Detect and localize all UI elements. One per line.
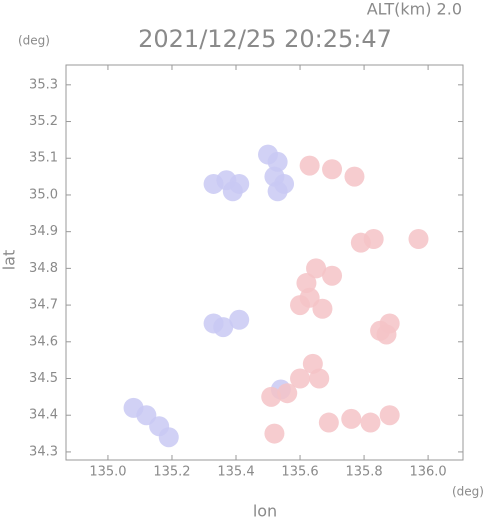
chart-title: 2021/12/25 20:25:47 xyxy=(138,25,392,53)
alt-label: ALT(km) 2.0 xyxy=(367,0,462,19)
x-tick-label: 135.8 xyxy=(345,465,382,480)
echo-point xyxy=(299,155,320,176)
echo-point xyxy=(408,229,429,250)
y-tick-label: 34.7 xyxy=(29,298,58,313)
echo-point xyxy=(261,386,282,407)
echo-point xyxy=(318,412,339,433)
echo-point xyxy=(309,368,330,389)
x-tick-label: 135.6 xyxy=(281,465,318,480)
echo-point xyxy=(306,258,327,279)
y-tick-label: 34.5 xyxy=(29,371,58,386)
x-tick-label: 135.2 xyxy=(153,465,190,480)
echo-point xyxy=(312,298,333,319)
y-axis-label: lat xyxy=(0,250,19,271)
x-tick-label: 135.0 xyxy=(89,465,126,480)
y-tick-label: 35.1 xyxy=(29,151,58,166)
y-tick-label: 35.0 xyxy=(29,187,58,202)
echo-point xyxy=(264,423,285,444)
echo-point xyxy=(158,427,179,448)
y-tick-label: 35.2 xyxy=(29,114,58,129)
y-tick-label: 34.6 xyxy=(29,334,58,349)
y-tick-label: 34.3 xyxy=(29,444,58,459)
echo-point xyxy=(213,317,234,338)
echo-point xyxy=(322,265,343,286)
echo-point xyxy=(267,181,288,202)
x-unit: (deg) xyxy=(452,485,484,499)
y-tick-label: 34.8 xyxy=(29,261,58,276)
y-tick-label: 34.4 xyxy=(29,408,58,423)
echo-point xyxy=(360,412,381,433)
echo-point xyxy=(370,320,391,341)
echo-point xyxy=(290,368,311,389)
echo-point xyxy=(290,295,311,316)
echo-point xyxy=(341,408,362,429)
echo-point xyxy=(322,159,343,180)
echo-point xyxy=(277,383,298,404)
echo-point xyxy=(344,166,365,187)
plot-frame xyxy=(65,64,464,461)
x-tick-label: 135.4 xyxy=(217,465,254,480)
y-tick-label: 35.3 xyxy=(29,77,58,92)
echo-point xyxy=(363,229,384,250)
x-tick-label: 136.0 xyxy=(409,465,446,480)
echo-point xyxy=(229,309,250,330)
y-tick-label: 34.9 xyxy=(29,224,58,239)
echo-point xyxy=(379,405,400,426)
y-unit: (deg) xyxy=(18,34,50,48)
echo-point xyxy=(222,181,243,202)
x-axis-label: lon xyxy=(253,502,277,521)
